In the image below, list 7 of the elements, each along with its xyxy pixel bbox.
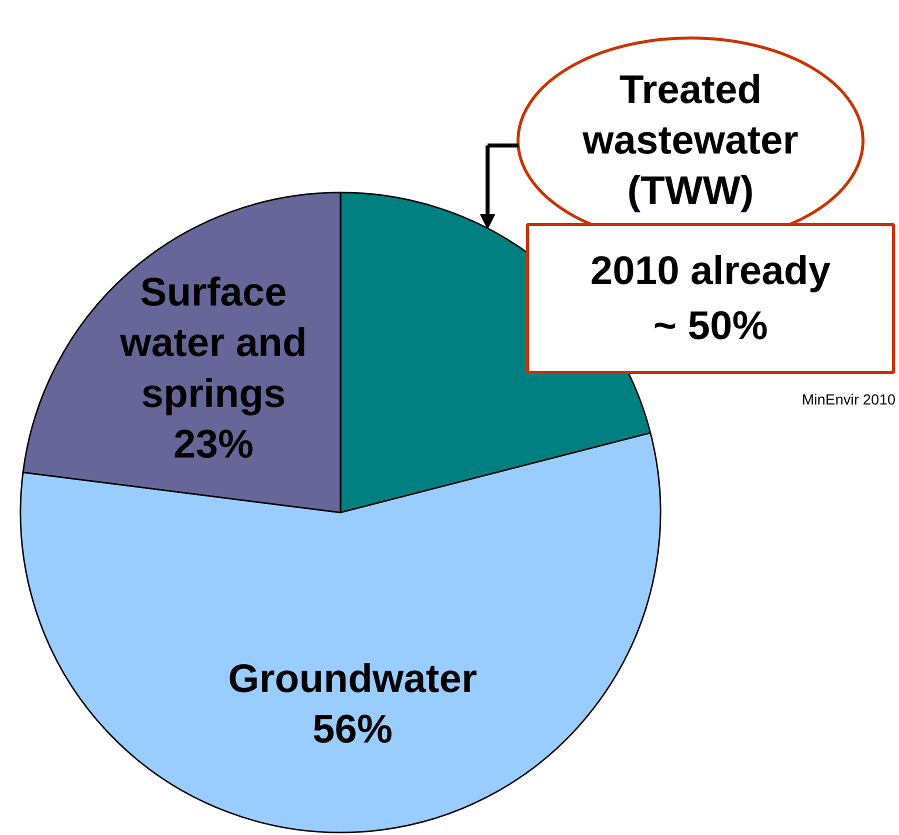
data-label: 23%	[174, 422, 254, 466]
slice-label: Groundwater	[228, 656, 478, 701]
slice-label: Surface water and springs	[119, 270, 307, 416]
data-label: 56%	[312, 707, 393, 752]
text: 2010 already ~ 50%	[590, 249, 832, 348]
slice-label: Treated wastewater (TWW)	[582, 68, 798, 214]
text: MinEnvir 2010	[802, 392, 896, 408]
